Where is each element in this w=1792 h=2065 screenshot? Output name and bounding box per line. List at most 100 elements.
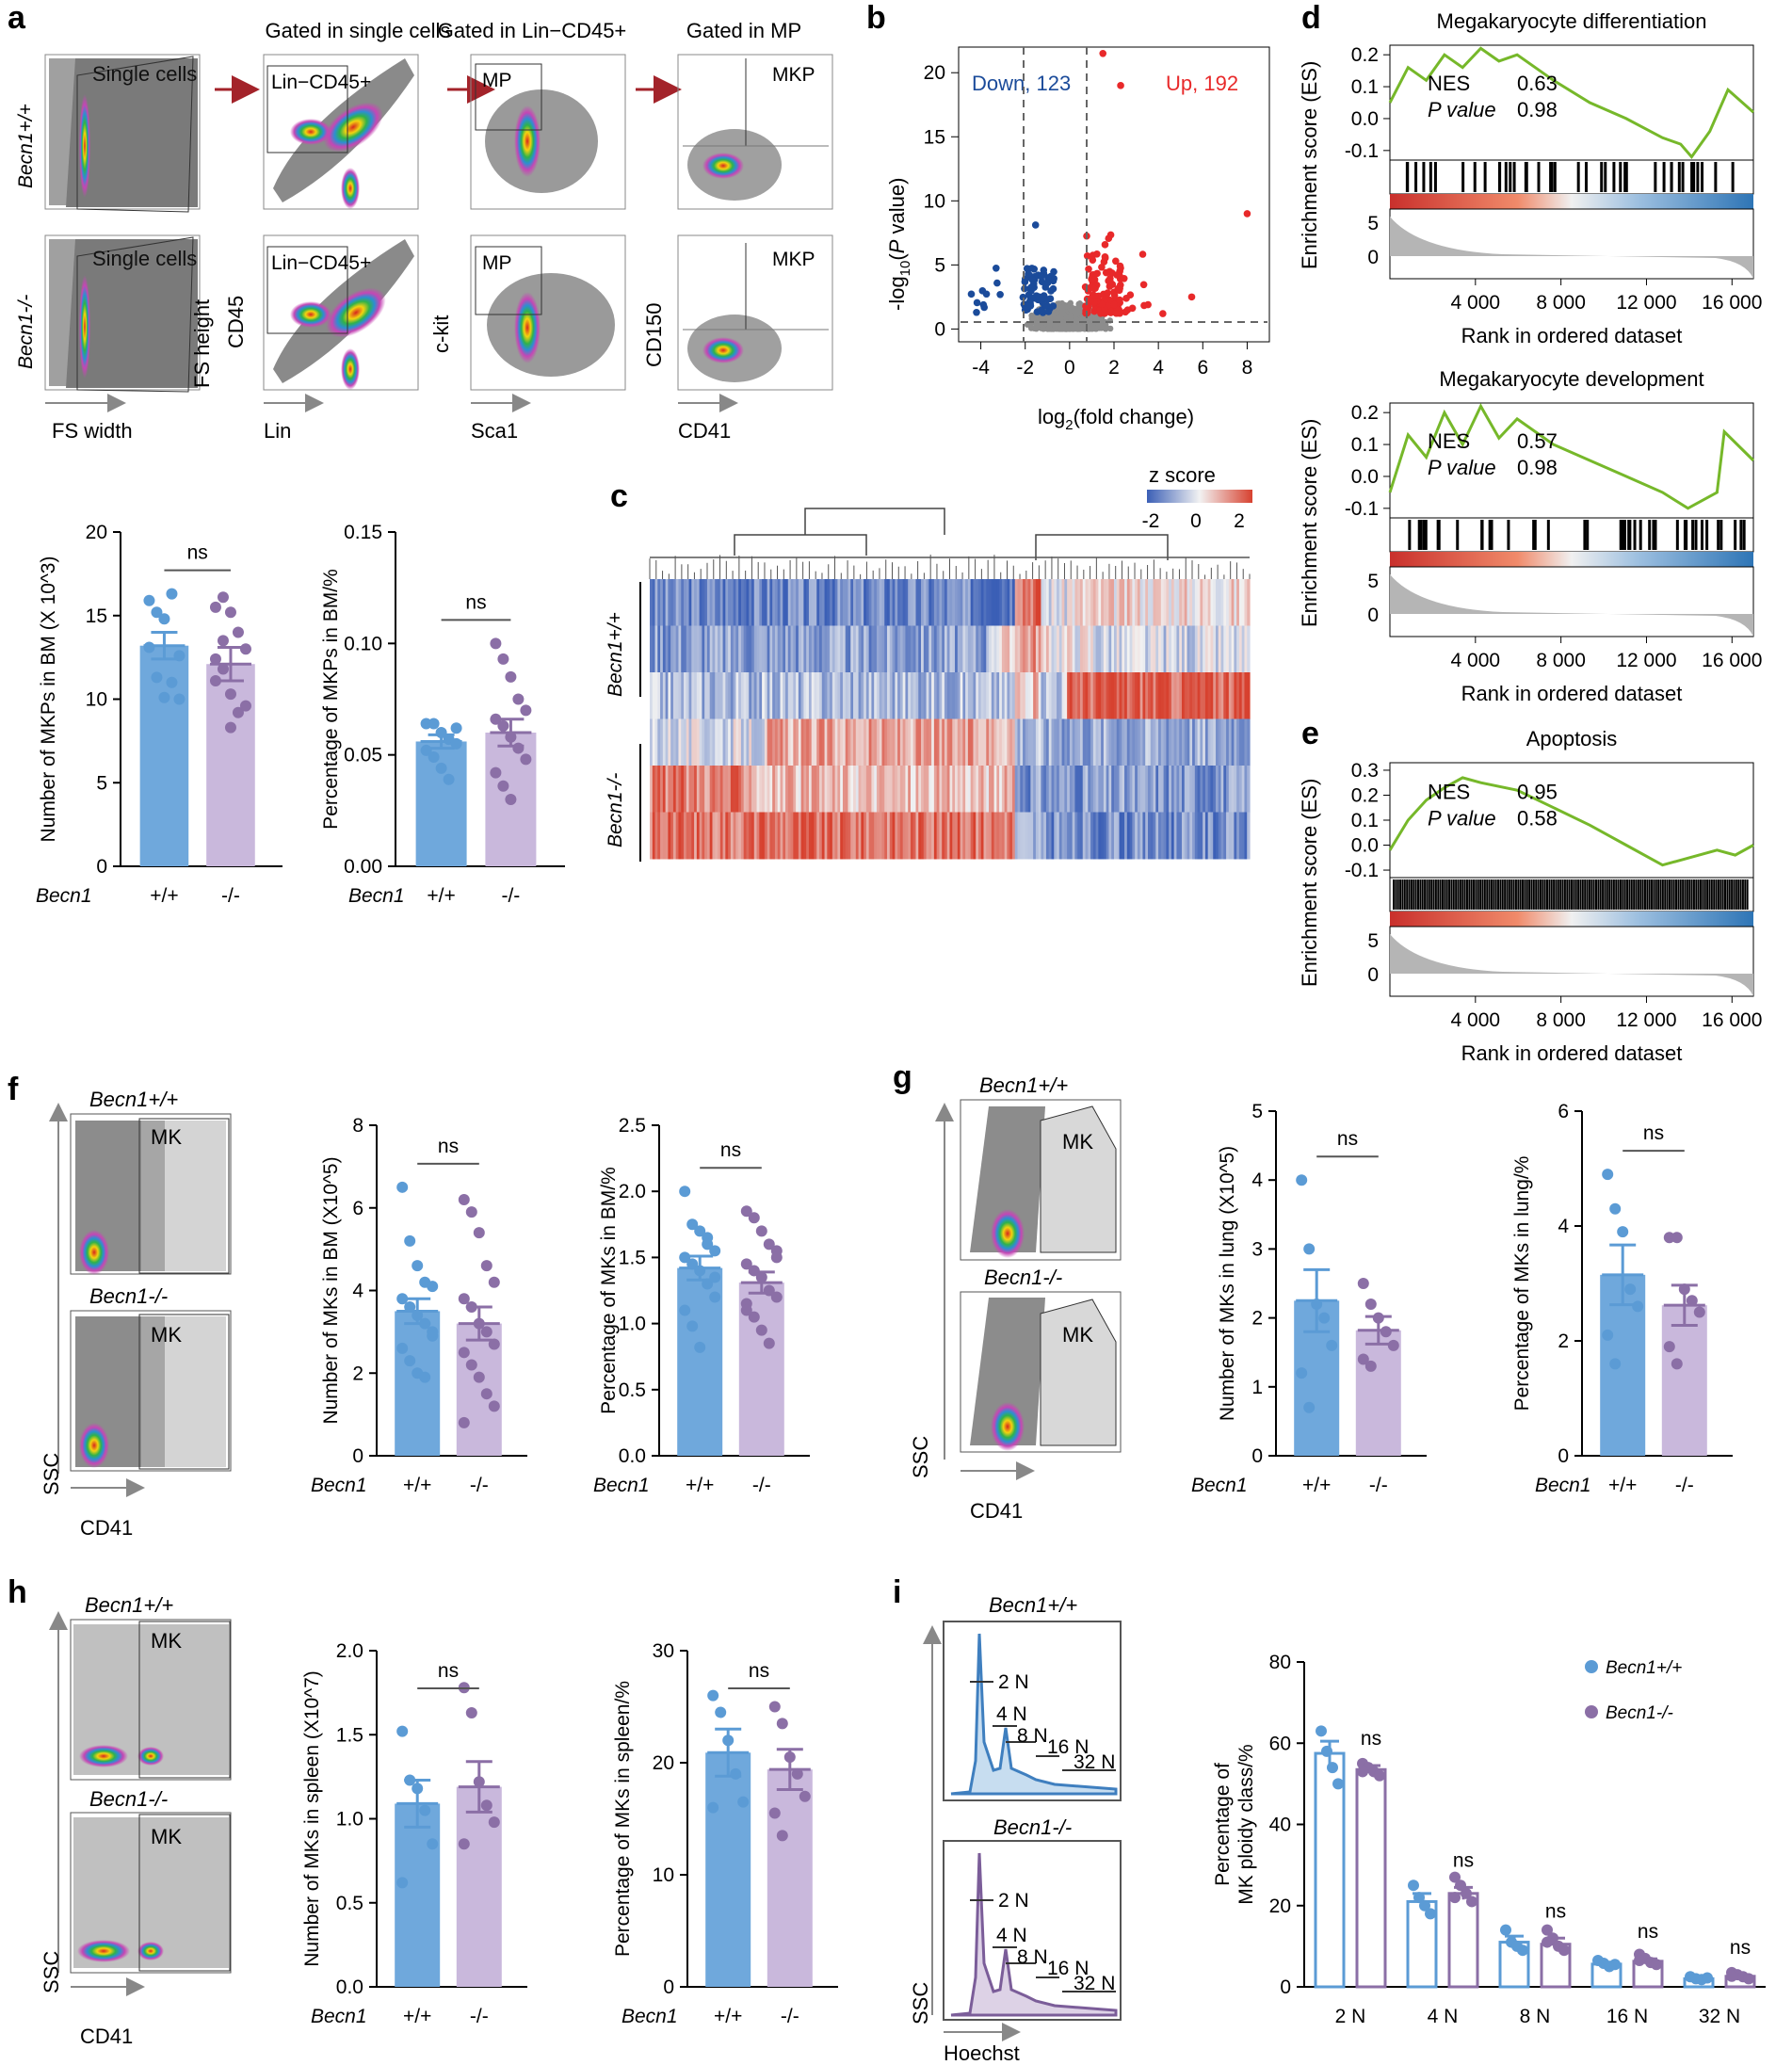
panel-g-flow-plots: Becn1+/+ MK Becn1-/- MK SSC CD41	[909, 1073, 1122, 1523]
i-hist-wt-8n: 8 N	[1017, 1725, 1048, 1747]
heatmap-cell	[1074, 812, 1078, 860]
heatmap-cell	[1058, 672, 1063, 719]
gsea-p-value: 0.98	[1517, 456, 1558, 479]
heatmap-cell	[769, 672, 773, 719]
heatmap-cell	[1079, 625, 1084, 673]
y-tick-label: 2.5	[619, 1115, 646, 1137]
data-point	[209, 653, 221, 665]
heatmap-cell	[908, 766, 912, 813]
heatmap-cell	[764, 625, 768, 673]
heatmap-cell	[650, 812, 654, 860]
heatmap-cell	[1163, 812, 1167, 860]
heatmap-cell	[811, 718, 815, 766]
heatmap-cell	[996, 579, 1000, 626]
heatmap-cell	[808, 625, 813, 673]
heatmap-cell	[657, 672, 661, 719]
heatmap-cell	[808, 766, 813, 813]
heatmap-cell	[811, 672, 815, 719]
heatmap-cell	[858, 672, 862, 719]
flow-a-2-1	[44, 234, 201, 391]
heatmap-cell	[933, 625, 938, 673]
gsea-xtick-label: 8 000	[1536, 1009, 1586, 1031]
heatmap-cell	[874, 579, 878, 626]
heatmap-cell	[871, 625, 875, 673]
heatmap-cell	[753, 672, 758, 719]
heatmap-cell	[1147, 718, 1152, 766]
volcano-up-label: Up, 192	[1166, 72, 1238, 95]
heatmap-cell	[1017, 812, 1021, 860]
heatmap-cell	[735, 812, 739, 860]
heatmap-cell	[902, 672, 907, 719]
heatmap-cell	[980, 718, 985, 766]
genotype-label: Becn1	[311, 1475, 367, 1496]
heatmap-cell	[921, 625, 925, 673]
volcano-point-down	[1027, 283, 1036, 291]
heatmap-cell	[827, 579, 831, 626]
heatmap-cell	[902, 718, 907, 766]
heatmap-cell	[944, 766, 948, 813]
heatmap-cell	[923, 766, 928, 813]
heatmap-cell	[1236, 766, 1240, 813]
heatmap-cell	[654, 672, 658, 719]
data-point	[783, 1751, 796, 1764]
heatmap-cell	[733, 579, 736, 626]
heatmap-cell	[1153, 718, 1156, 766]
heatmap-cell	[1200, 625, 1203, 673]
data-point	[505, 794, 517, 805]
heatmap-cell	[1090, 579, 1094, 626]
heatmap-cell	[957, 625, 961, 673]
heatmap-cell	[1181, 579, 1186, 626]
heatmap-cell	[967, 718, 972, 766]
heatmap-cell	[816, 579, 820, 626]
heatmap-cell	[996, 625, 1000, 673]
heatmap-cell	[1176, 718, 1180, 766]
heatmap-cell	[1009, 625, 1013, 673]
heatmap-cell	[769, 625, 773, 673]
volcano-xtick-label: 0	[1064, 357, 1075, 379]
heatmap-cell	[1014, 579, 1019, 626]
heatmap-cell	[722, 672, 726, 719]
heatmap-cell	[1241, 625, 1246, 673]
heatmap-cell	[845, 766, 849, 813]
flow-a-2-2	[263, 234, 419, 391]
genotype-label: Becn1	[348, 885, 405, 907]
heatmap-cell	[798, 812, 802, 860]
heatmap-cell	[1153, 812, 1156, 860]
heatmap-cell	[884, 766, 888, 813]
data-point	[497, 653, 509, 665]
heatmap-cell	[743, 812, 748, 860]
heatmap-cell	[1142, 766, 1146, 813]
data-point	[232, 706, 244, 718]
data-point	[480, 1326, 492, 1338]
volcano-ytick-label: 5	[934, 254, 945, 276]
heatmap-cell	[1226, 579, 1230, 626]
heatmap-cell	[1101, 579, 1105, 626]
data-point	[217, 635, 229, 647]
heatmap-cell	[1184, 625, 1188, 673]
heatmap-cell	[681, 718, 685, 766]
y-axis-label: Number of MKPs in BM (X 10^3)	[38, 557, 59, 843]
category-label: -/-	[1675, 1475, 1694, 1496]
heatmap-cell	[1041, 766, 1044, 813]
heatmap-cell	[702, 718, 705, 766]
heatmap-cell	[780, 672, 783, 719]
heatmap-cell	[868, 766, 873, 813]
heatmap-cell	[1116, 625, 1121, 673]
heatmap-cell	[709, 579, 714, 626]
heatmap-cell	[678, 625, 682, 673]
category-label: +/+	[1608, 1475, 1637, 1496]
data-point	[497, 780, 509, 792]
data-point	[428, 751, 440, 764]
heatmap-cell	[1074, 625, 1078, 673]
heatmap-cell	[709, 766, 714, 813]
heatmap-cell	[980, 625, 985, 673]
heatmap-cell	[939, 812, 943, 860]
heatmap-cell	[1234, 812, 1237, 860]
gsea-ytick-label: 0.2	[1351, 44, 1379, 66]
heatmap-cell	[1169, 625, 1172, 673]
volcano-point-up	[1116, 296, 1123, 304]
bar-ko	[1355, 1330, 1401, 1456]
heatmap-cell	[1007, 579, 1010, 626]
volcano-point-up	[1081, 282, 1090, 291]
heatmap-cell	[973, 625, 977, 673]
